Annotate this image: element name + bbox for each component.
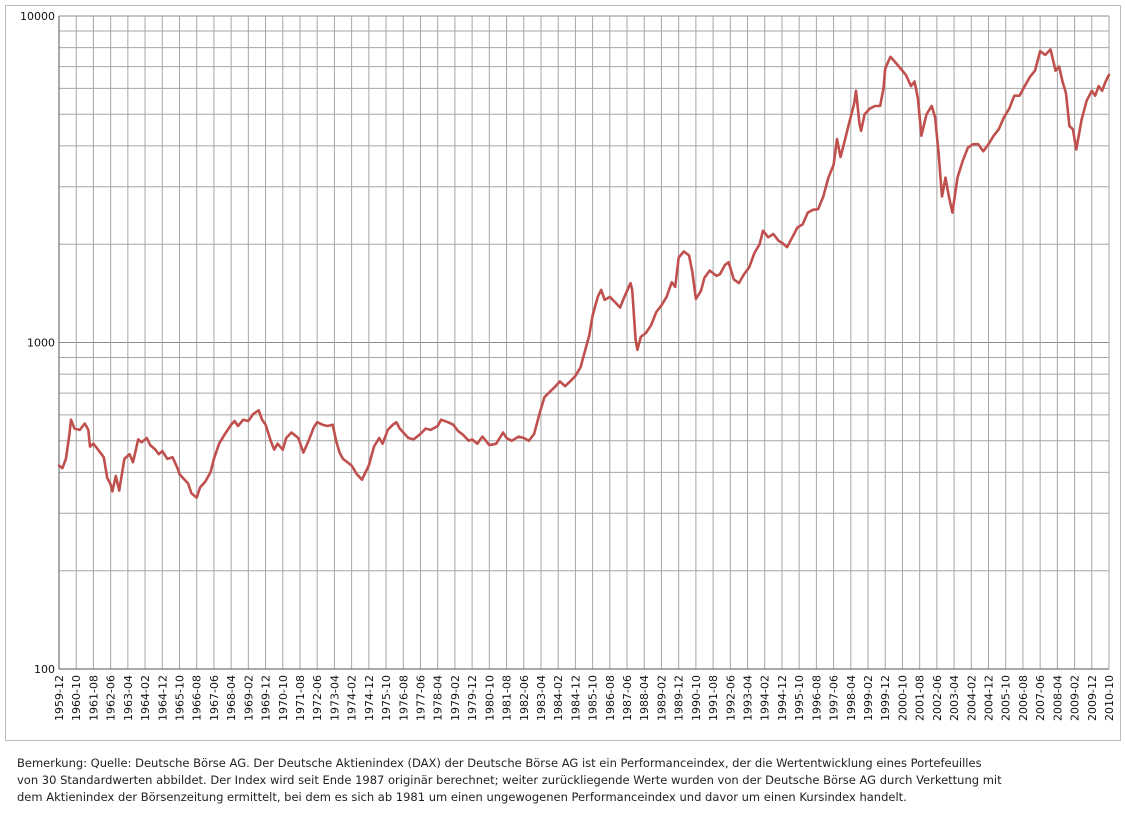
x-tick-label: 2004-02: [965, 675, 978, 721]
x-tick-label: 2004-12: [983, 675, 996, 721]
x-tick-label: 1972-06: [311, 675, 324, 721]
x-tick-label: 1990-10: [690, 675, 703, 721]
x-tick-label: 2000-10: [896, 675, 909, 721]
x-axis-ticks: 1959-12 1960-10 1961-08 1962-06 1963-04 1964-…: [53, 675, 1116, 721]
x-tick-label: 1977-06: [414, 675, 427, 721]
x-tick-label: 1974-02: [346, 675, 359, 721]
x-tick-label: 1969-12: [260, 675, 273, 721]
x-tick-label: 1999-02: [862, 675, 875, 721]
x-tick-label: 1986-08: [604, 675, 617, 721]
x-tick-label: 1998-04: [845, 675, 858, 721]
x-tick-label: 1994-02: [759, 675, 772, 721]
x-tick-label: 1993-04: [742, 675, 755, 721]
x-tick-label: 2002-06: [931, 675, 944, 721]
x-tick-label: 1988-04: [638, 675, 651, 721]
footnote: Bemerkung: Quelle: Deutsche Börse AG. De…: [17, 755, 1107, 806]
x-tick-label: 2005-10: [1000, 675, 1013, 721]
footnote-line-3: dem Aktienindex der Börsenzeitung ermitt…: [17, 790, 907, 804]
x-tick-label: 1964-12: [156, 675, 169, 721]
x-tick-label: 2009-12: [1086, 675, 1099, 721]
x-tick-label: 1960-10: [70, 675, 83, 721]
x-tick-label: 1973-04: [328, 675, 341, 721]
x-tick-label: 1962-06: [105, 675, 118, 721]
x-tick-label: 1985-10: [587, 675, 600, 721]
x-tick-label: 1994-12: [776, 675, 789, 721]
footnote-line-1: Bemerkung: Quelle: Deutsche Börse AG. De…: [17, 756, 982, 770]
x-tick-label: 1980-10: [483, 675, 496, 721]
x-tick-label: 1970-10: [277, 675, 290, 721]
x-tick-label: 1989-12: [673, 675, 686, 721]
x-tick-label: 1989-02: [655, 675, 668, 721]
x-tick-label: 1979-12: [466, 675, 479, 721]
x-tick-label: 1981-08: [501, 675, 514, 721]
x-tick-label: 1999-12: [879, 675, 892, 721]
x-tick-label: 1975-10: [380, 675, 393, 721]
y-tick-label: 100: [34, 663, 55, 676]
x-tick-label: 2010-10: [1103, 675, 1116, 721]
x-tick-label: 1992-06: [724, 675, 737, 721]
x-tick-label: 1984-12: [569, 675, 582, 721]
x-tick-label: 1974-12: [363, 675, 376, 721]
x-tick-label: 1997-06: [828, 675, 841, 721]
grid: [58, 15, 1110, 670]
x-tick-label: 2003-04: [948, 675, 961, 721]
x-tick-label: 1961-08: [87, 675, 100, 721]
x-tick-label: 1982-06: [518, 675, 531, 721]
x-tick-label: 1971-08: [294, 675, 307, 721]
x-tick-label: 1978-04: [432, 675, 445, 721]
x-tick-label: 1965-10: [173, 675, 186, 721]
x-tick-label: 1963-04: [122, 675, 135, 721]
x-tick-label: 1987-06: [621, 675, 634, 721]
y-axis-ticks: 100 1000 10000: [20, 10, 55, 676]
footnote-line-2: von 30 Standardwerten abbildet. Der Inde…: [17, 773, 1002, 787]
x-tick-label: 1969-02: [242, 675, 255, 721]
x-tick-label: 1984-02: [552, 675, 565, 721]
x-tick-label: 1968-04: [225, 675, 238, 721]
x-tick-label: 2007-06: [1034, 675, 1047, 721]
x-tick-label: 1991-08: [707, 675, 720, 721]
y-tick-label: 10000: [20, 10, 55, 23]
x-tick-label: 1959-12: [53, 675, 66, 721]
x-tick-label: 2008-04: [1051, 675, 1064, 721]
x-tick-label: 2009-02: [1069, 675, 1082, 721]
series-line: [57, 48, 1111, 499]
x-tick-label: 1976-08: [397, 675, 410, 721]
x-tick-label: 1996-08: [810, 675, 823, 721]
x-tick-label: 1966-08: [191, 675, 204, 721]
x-tick-label: 1967-06: [208, 675, 221, 721]
chart-frame: 100 1000 10000 1959-12 1960-10 1961-08 1962-0…: [5, 5, 1121, 741]
x-tick-label: 1983-04: [535, 675, 548, 721]
series-layer: [57, 48, 1111, 499]
x-tick-label: 1964-02: [139, 675, 152, 721]
dax-line-chart: 100 1000 10000 1959-12 1960-10 1961-08 1962-0…: [20, 10, 1116, 721]
x-tick-label: 2006-08: [1017, 675, 1030, 721]
x-tick-label: 1995-10: [793, 675, 806, 721]
x-tick-label: 1979-02: [449, 675, 462, 721]
x-tick-label: 2001-08: [914, 675, 927, 721]
y-tick-label: 1000: [27, 337, 55, 350]
